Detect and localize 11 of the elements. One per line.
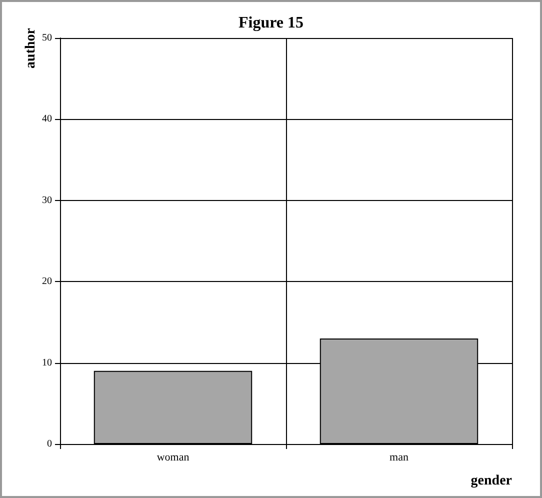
x-tick-label: man <box>390 452 409 464</box>
y-tick-label: 30 <box>42 194 52 206</box>
chart-title: Figure 15 <box>238 14 304 32</box>
x-tick-label: woman <box>156 452 190 464</box>
x-axis-title: gender <box>470 474 512 488</box>
y-tick-label: 0 <box>47 438 52 450</box>
y-tick-label: 40 <box>42 114 52 125</box>
y-tick-label: 50 <box>42 32 52 44</box>
y-axis-title: author <box>24 28 38 68</box>
y-tick-label: 10 <box>42 357 52 368</box>
y-tick-label: 20 <box>42 276 52 288</box>
